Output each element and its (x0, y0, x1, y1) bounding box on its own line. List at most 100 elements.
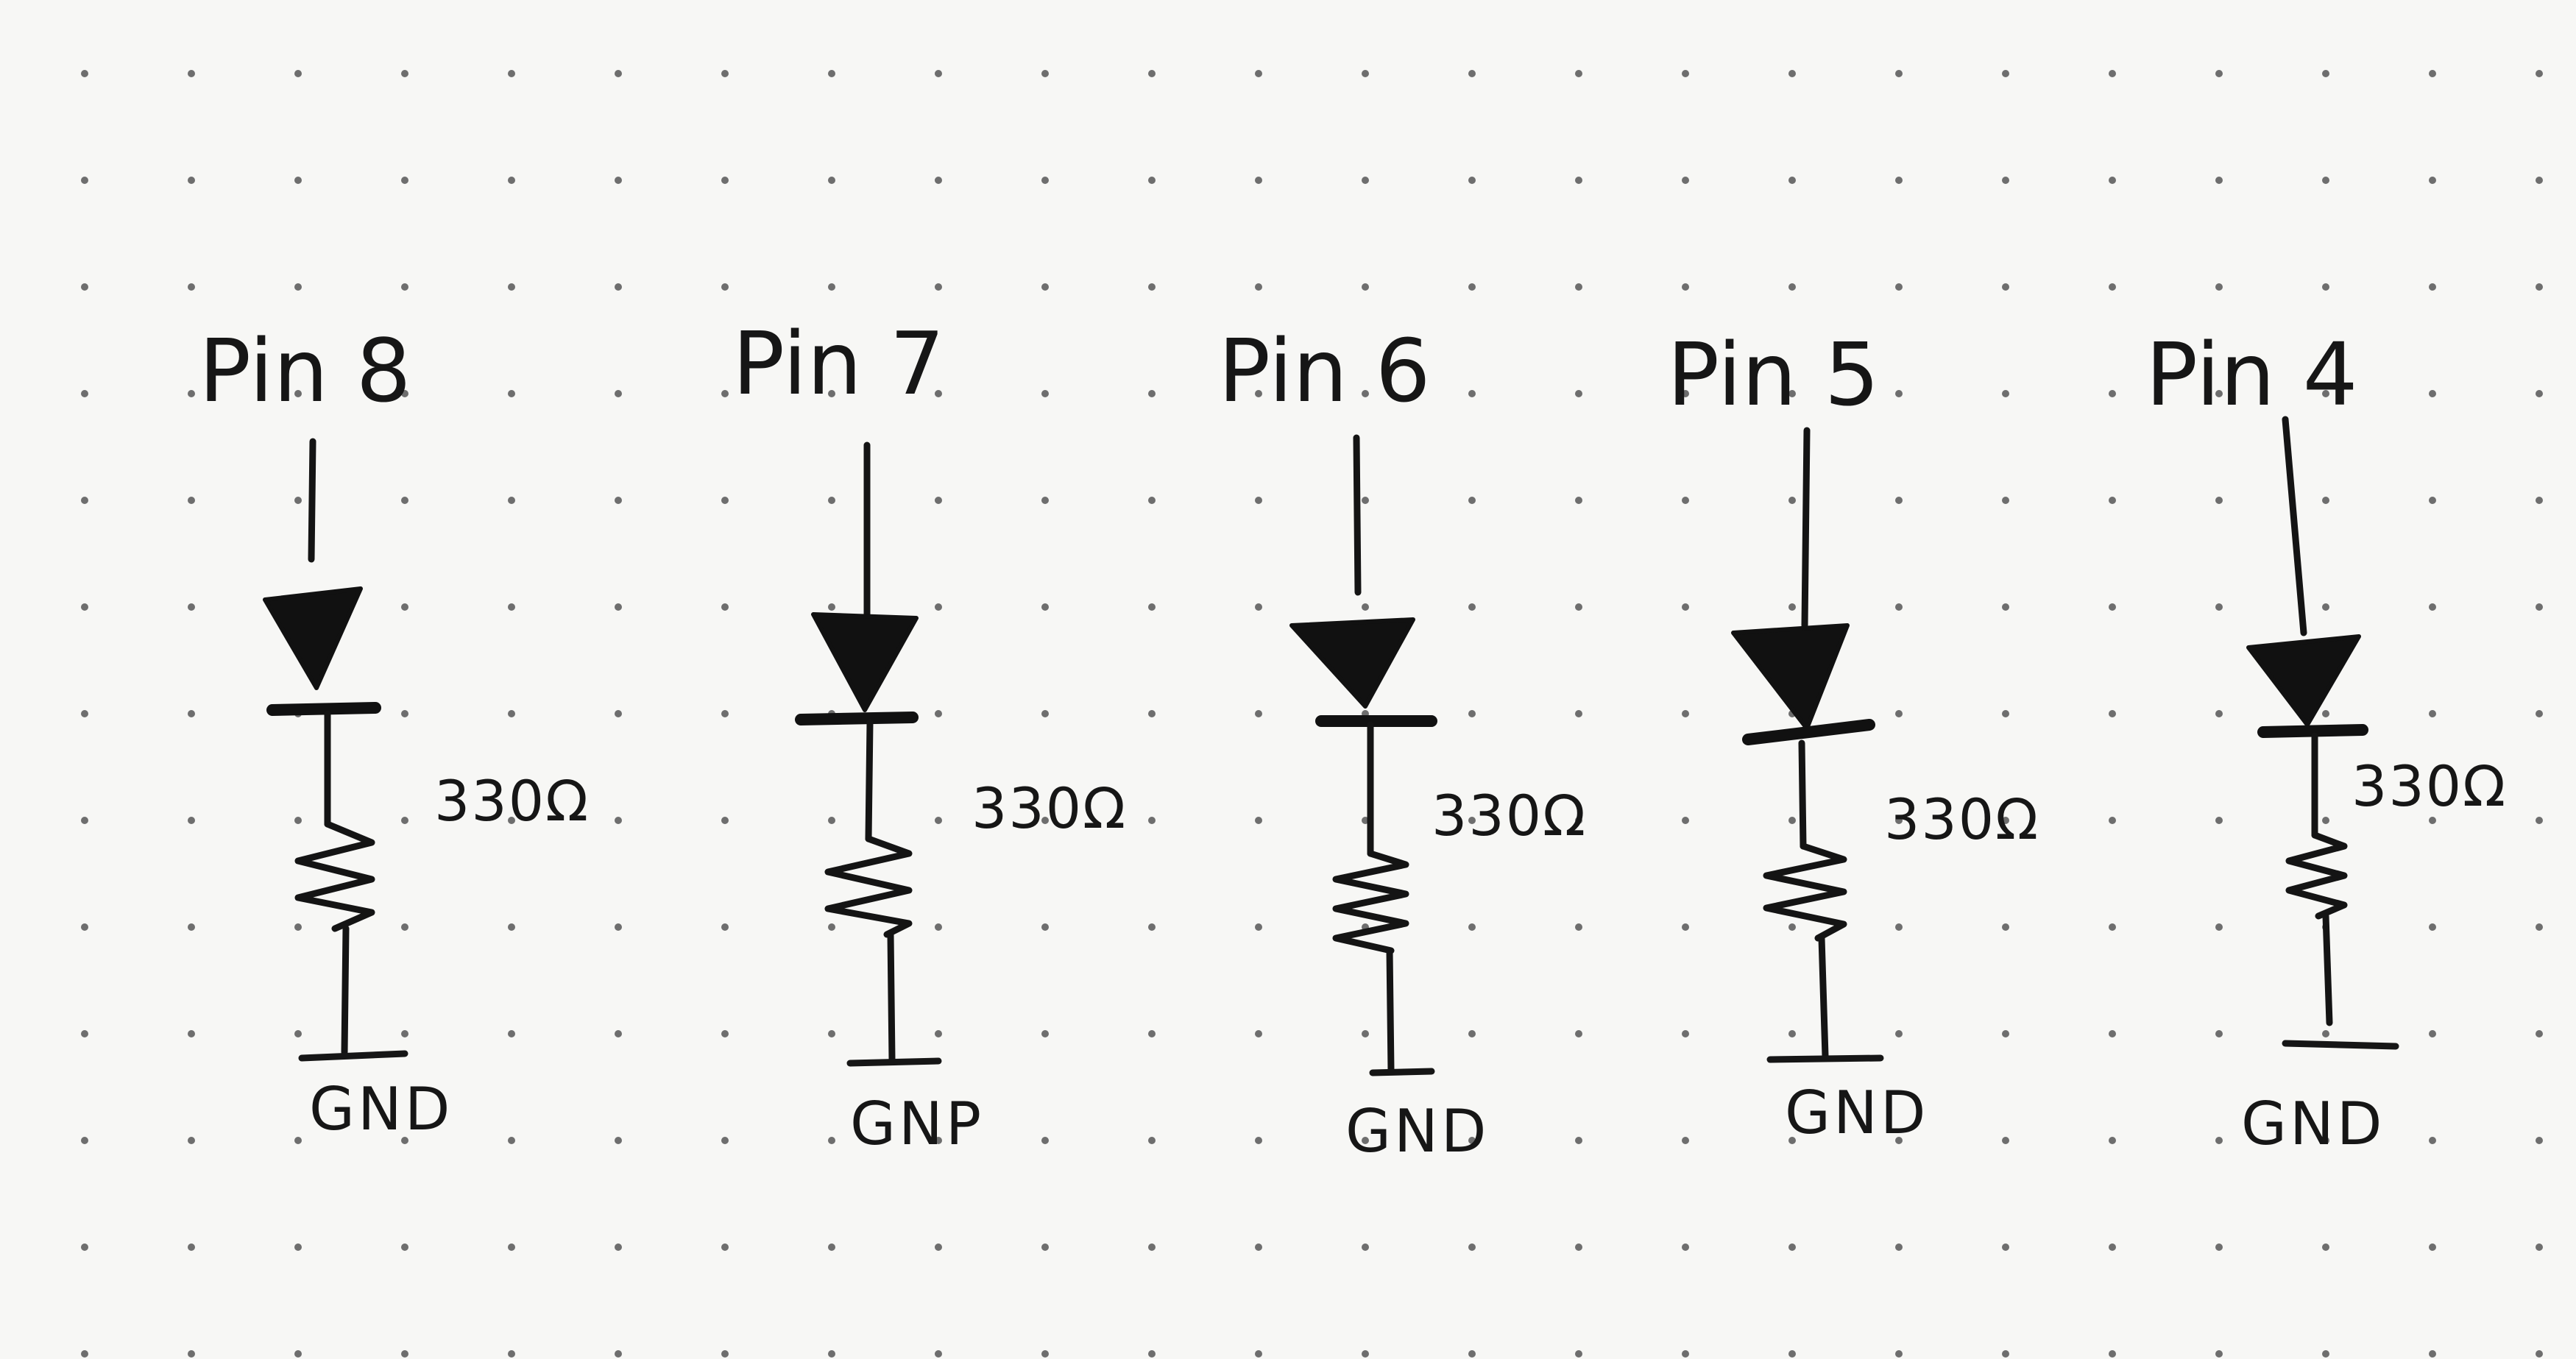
grid-dot (1682, 1350, 1689, 1358)
grid-dot (2109, 817, 2116, 824)
pin-label: Pin 6 (1218, 320, 1431, 422)
grid-dot (2215, 177, 2223, 184)
grid-dot (828, 70, 835, 77)
led-diode-icon (1289, 617, 1437, 727)
grid-dot (2536, 497, 2543, 504)
grid-dot (2215, 390, 2223, 397)
grid-dot (1041, 1030, 1049, 1037)
resistor-label: 330Ω (2352, 753, 2507, 819)
grid-dot (81, 1137, 88, 1144)
grid-dot (1468, 817, 1476, 824)
grid-dot (1041, 390, 1049, 397)
resistor-label: 330Ω (972, 776, 1127, 841)
grid-dot (1575, 923, 1582, 931)
grid-dot (935, 1243, 942, 1251)
grid-dot (2322, 1243, 2329, 1251)
grid-dot (2215, 1243, 2223, 1251)
grid-dot (1255, 177, 1262, 184)
resistor-label: 330Ω (1884, 787, 2039, 852)
grid-dot (294, 923, 302, 931)
grid-dot (1682, 923, 1689, 931)
grid-dot (1895, 1243, 1903, 1251)
resistor-label: 330Ω (434, 768, 590, 834)
diode-cathode-bar (2257, 724, 2368, 738)
grid-dot (508, 710, 515, 717)
grid-dot (2109, 70, 2116, 77)
grid-dot (1041, 923, 1049, 931)
grid-dot (2322, 390, 2329, 397)
grid-dot (935, 1350, 942, 1358)
pin-label: Pin 8 (199, 320, 411, 422)
grid-dot (935, 497, 942, 504)
grid-dot (1148, 603, 1156, 611)
grid-dot (188, 603, 195, 611)
grid-dot (2002, 497, 2009, 504)
diode-cathode-bar (1742, 719, 1875, 745)
grid-dot (1895, 497, 1903, 504)
grid-dot (1575, 1137, 1582, 1144)
grid-dot (2536, 1137, 2543, 1144)
ground-bar-icon (298, 1050, 408, 1062)
grid-dot (1148, 1030, 1156, 1037)
grid-dot (188, 497, 195, 504)
grid-dot (2002, 390, 2009, 397)
grid-dot (401, 923, 408, 931)
grid-dot (1148, 1243, 1156, 1251)
grid-dot (401, 1030, 408, 1037)
grid-dot (721, 283, 729, 291)
grid-dot (1041, 1243, 1049, 1251)
grid-dot (1682, 283, 1689, 291)
grid-dot (1362, 603, 1369, 611)
grid-dot (2429, 1350, 2436, 1358)
grid-dot (1255, 1350, 1262, 1358)
grid-dot (1362, 1030, 1369, 1037)
grid-dot (294, 1030, 302, 1037)
grid-dot (294, 1350, 302, 1358)
grid-dot (828, 1137, 835, 1144)
grid-dot (935, 923, 942, 931)
grid-dot (81, 817, 88, 824)
grid-dot (721, 1243, 729, 1251)
resistor-label: 330Ω (1432, 783, 1587, 848)
grid-dot (81, 177, 88, 184)
grid-dot (935, 817, 942, 824)
grid-dot (1788, 1350, 1796, 1358)
grid-dot (1468, 497, 1476, 504)
grid-dot (1362, 1350, 1369, 1358)
grid-dot (2429, 70, 2436, 77)
grid-dot (2215, 817, 2223, 824)
ground-label: GNP (850, 1090, 984, 1158)
grid-dot (1788, 390, 1796, 397)
grid-dot (2536, 603, 2543, 611)
grid-dot (1148, 923, 1156, 931)
grid-dot (188, 70, 195, 77)
grid-dot (1575, 817, 1582, 824)
grid-dot (2002, 923, 2009, 931)
grid-dot (721, 603, 729, 611)
grid-dot (615, 70, 622, 77)
grid-dot (2002, 1350, 2009, 1358)
grid-dot (1682, 817, 1689, 824)
grid-dot (2429, 923, 2436, 931)
grid-dot (615, 497, 622, 504)
grid-dot (1148, 177, 1156, 184)
grid-dot (828, 1030, 835, 1037)
grid-dot (1468, 1243, 1476, 1251)
grid-dot (2536, 710, 2543, 717)
grid-dot (1255, 390, 1262, 397)
grid-dot (2429, 710, 2436, 717)
grid-dot (2109, 1243, 2116, 1251)
grid-dot (1468, 1030, 1476, 1037)
pin-wire (2282, 416, 2307, 636)
grid-dot (1468, 923, 1476, 931)
grid-dot (935, 70, 942, 77)
grid-dot (1895, 390, 1903, 397)
grid-dot (1255, 923, 1262, 931)
grid-dot (2002, 710, 2009, 717)
grid-dot (401, 1350, 408, 1358)
grid-dot (2215, 1350, 2223, 1358)
grid-dot (2536, 390, 2543, 397)
grid-dot (1041, 1137, 1049, 1144)
led-diode-icon (1731, 623, 1875, 745)
